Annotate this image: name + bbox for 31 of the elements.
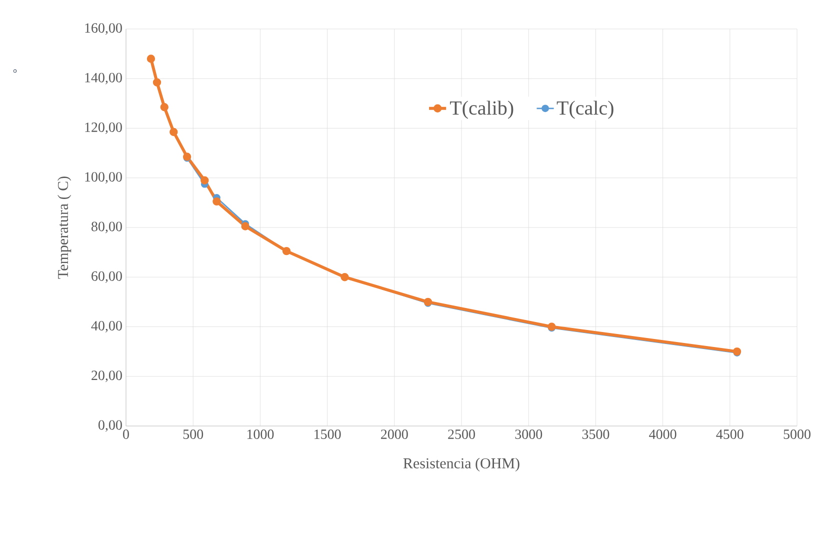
y-tick-label: 0,00 xyxy=(98,420,122,432)
legend-label: T(calc) xyxy=(556,100,614,119)
x-tick-label: 4500 xyxy=(716,430,744,439)
x-tick-label: 3500 xyxy=(582,430,610,439)
point xyxy=(212,197,221,206)
x-tick-label: 5000 xyxy=(784,430,810,439)
x-tick-label: 2000 xyxy=(381,430,408,439)
y-tick-label: 40,00 xyxy=(91,321,122,332)
legend-label: T(calib) xyxy=(450,100,514,119)
text: ° xyxy=(13,69,17,73)
y-tick-label: 120,00 xyxy=(85,122,122,134)
point xyxy=(152,78,162,86)
point xyxy=(241,222,250,230)
point xyxy=(160,103,168,112)
y-tick-label: 160,00 xyxy=(85,23,122,35)
x-axis-title: Resistencia (OHM) xyxy=(403,458,520,472)
x-tick-label: 2500 xyxy=(448,430,475,439)
y-tick-label: 60,00 xyxy=(92,271,122,283)
x-tick-label: 1000 xyxy=(247,430,274,439)
x-tick-label: 4000 xyxy=(649,430,676,439)
point xyxy=(200,176,209,184)
x-tick-label: 500 xyxy=(183,430,204,439)
y-axis-title: Temperatura ( C) xyxy=(58,176,72,279)
y-tick-label: 80,00 xyxy=(92,222,122,234)
y-tick-label: 20,00 xyxy=(92,370,122,382)
x-tick-label: 3000 xyxy=(515,430,542,439)
x-tick-label: 1500 xyxy=(314,430,341,439)
y-tick-label: 140,00 xyxy=(85,72,122,84)
point xyxy=(146,54,156,63)
x-tick-label: 0 xyxy=(123,430,129,439)
y-tick-label: 100,00 xyxy=(85,172,122,184)
